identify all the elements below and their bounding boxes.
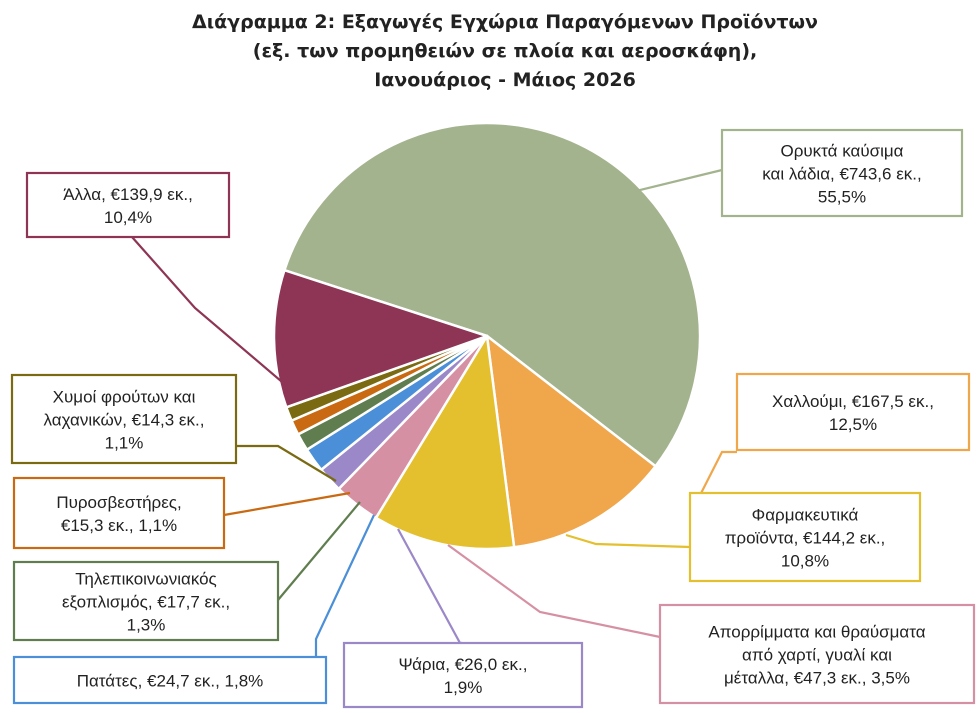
leader-line-πατάτες: [314, 514, 375, 657]
leader-line-ορυκτά-καύσιμα-και-λάδια: [627, 168, 723, 195]
leader-line-χαλλούμι: [692, 450, 737, 510]
data-label-ορυκτά-καύσιμα-και-λάδια: Ορυκτά καύσιμα και λάδια, €743,6 εκ., 55,5…: [720, 128, 964, 218]
data-label-text: Απορρίμματα και θραύσματα: [708, 622, 925, 641]
data-label-box: [25, 171, 231, 239]
leader-line-πυροσβεστήρες: [223, 491, 351, 517]
leader-line-άλλα: [131, 236, 289, 388]
data-label-text: Φαρμακευτικά: [752, 505, 859, 524]
data-label-box: [658, 603, 976, 705]
pie-slice-ορυκτά-καύσιμα-και-λάδια: [283, 121, 702, 468]
pie-slice-φαρμακευτικά-προϊόντα: [374, 334, 516, 551]
data-label-ψάρια: Ψάρια, €26,0 εκ., 1,9%: [342, 641, 584, 709]
data-label-text: €15,3 εκ., 1,1%: [61, 516, 177, 535]
data-label-text: Άλλα, €139,9 εκ.,: [63, 185, 193, 204]
data-label-τηλεπικοινωνιακός-εξοπλισμός: Τηλεπικοινωνιακός εξοπλισμός, €17,7 εκ., 1…: [12, 560, 280, 642]
data-label-text: Ψάρια, €26,0 εκ.,: [399, 655, 528, 674]
data-labels: Ορυκτά καύσιμα και λάδια, €743,6 εκ., 55,5…: [10, 128, 976, 709]
data-label-text: 1,3%: [127, 615, 166, 634]
data-label-text: Ορυκτά καύσιμα: [780, 141, 903, 160]
data-label-text: Πατάτες, €24,7 εκ., 1,8%: [77, 671, 264, 690]
data-label-text: 1,9%: [444, 678, 483, 697]
data-label-απορρίμματα-και-θραύσματα-από-χαρτί-γυαλί-και-μέταλλα: Απορρίμματα και θραύσματα από χαρτί, γυαλ…: [658, 603, 976, 705]
data-label-χυμοί-φρούτων-και-λαχανικών: Χυμοί φρούτων και λαχανικών, €14,3 εκ., 1,…: [10, 373, 238, 465]
data-label-box: [735, 372, 971, 452]
data-label-box: [720, 128, 964, 218]
chart-title-line: (εξ. των προμηθειών σε πλοία και αεροσκά…: [253, 40, 757, 62]
data-label-πατάτες: Πατάτες, €24,7 εκ., 1,8%: [12, 655, 328, 705]
pie-slice-χαλλούμι: [485, 334, 657, 549]
leader-line-χυμοί-φρούτων-και-λαχανικών: [236, 444, 337, 482]
data-label-box: [10, 373, 238, 465]
data-label-text: από χαρτί, γυαλί και: [742, 645, 892, 664]
chart-title-line: Ιανουάριος - Μάιος 2026: [374, 69, 636, 91]
data-label-φαρμακευτικά-προϊόντα: Φαρμακευτικά προϊόντα, €144,2 εκ., 10,8%: [688, 491, 922, 583]
data-label-text: λαχανικών, €14,3 εκ.,: [44, 410, 205, 429]
data-label-text: 10,4%: [104, 208, 152, 227]
data-label-text: προϊόντα, €144,2 εκ.,: [725, 528, 886, 547]
data-label-text: Πυροσβεστήρες,: [56, 493, 181, 512]
data-label-χαλλούμι: Χαλλούμι, €167,5 εκ., 12,5%: [735, 372, 971, 452]
data-label-text: εξοπλισμός, €17,7 εκ.,: [62, 592, 230, 611]
data-label-box: [12, 476, 226, 550]
leader-line-απορρίμματα-και-θραύσματα-από-χαρτί-γυαλί-και-μέταλλα: [447, 544, 661, 639]
data-label-άλλα: Άλλα, €139,9 εκ., 10,4%: [25, 171, 231, 239]
data-label-box: [12, 560, 280, 642]
data-label-text: 1,1%: [105, 433, 144, 452]
data-label-text: και λάδια, €743,6 εκ.,: [762, 164, 921, 183]
data-label-box: [342, 641, 584, 709]
pie-slices: [272, 121, 702, 551]
chart-title-line: Διάγραμμα 2: Εξαγωγές Εγχώρια Παραγόμενω…: [192, 11, 818, 33]
leader-line-φαρμακευτικά-προϊόντα: [565, 533, 691, 549]
data-label-box: [688, 491, 922, 583]
data-label-box: [12, 655, 328, 705]
data-label-πυροσβεστήρες: Πυροσβεστήρες, €15,3 εκ., 1,1%: [12, 476, 226, 550]
chart-title: Διάγραμμα 2: Εξαγωγές Εγχώρια Παραγόμενω…: [192, 11, 818, 91]
data-label-text: 55,5%: [818, 187, 866, 206]
leader-lines: [131, 168, 737, 657]
data-label-text: 10,8%: [781, 551, 829, 570]
leader-line-τηλεπικοινωνιακός-εξοπλισμός: [277, 501, 361, 601]
data-label-text: μέταλλα, €47,3 εκ., 3,5%: [724, 668, 910, 687]
data-label-text: Χυμοί φρούτων και: [53, 387, 196, 406]
pie-slice-άλλα: [272, 268, 489, 409]
data-label-text: 12,5%: [829, 415, 877, 434]
data-label-text: Τηλεπικοινωνιακός: [75, 569, 217, 588]
data-label-text: Χαλλούμι, €167,5 εκ.,: [772, 392, 934, 411]
